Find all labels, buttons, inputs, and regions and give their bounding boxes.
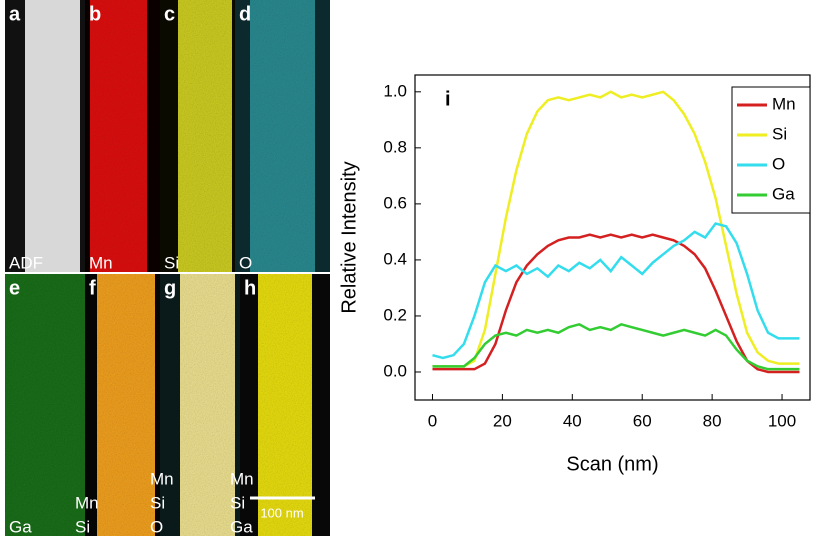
scale-bar-label: 100 nm [260,505,303,520]
legend-label: O [772,154,785,173]
y-axis-label: Relative Intensity [338,161,360,313]
y-tick-label: 0.4 [383,249,407,268]
legend-label: Mn [772,94,796,113]
panel-letter: d [239,3,251,25]
series-line [432,233,800,374]
panel-element-label: Ga [230,517,253,536]
panel-element-label: Mn [230,469,254,488]
y-tick-label: 0.8 [383,137,407,156]
series-line [432,323,800,371]
panel-element-label: Si [75,517,90,536]
panel-letter: g [164,277,176,299]
panel-element-label: Mn [75,493,99,512]
x-tick-label: 20 [493,411,512,430]
panel-letter: e [9,277,20,299]
map-signal [250,0,315,272]
panel-element-label: Ga [9,517,32,536]
map-signal [178,0,232,272]
y-tick-label: 0.0 [383,361,407,380]
y-tick-label: 0.6 [383,193,407,212]
series-line [432,222,800,360]
x-tick-label: 40 [563,411,582,430]
panel-letter: i [445,88,451,110]
x-tick-label: 0 [428,411,437,430]
panel-letter: a [9,3,21,25]
x-tick-label: 80 [703,411,722,430]
map-signal [90,0,147,272]
panel-element-label: Si [150,493,165,512]
map-signal [258,274,312,536]
panel-element-label: O [239,253,252,272]
series-line [432,90,800,368]
panel-letter: b [89,3,101,25]
panel-element-label: Mn [150,469,174,488]
map-signal [5,274,85,536]
map-signal [97,274,155,536]
legend-label: Si [772,124,787,143]
plot-frame [414,74,811,401]
map-signal [180,274,235,536]
y-tick-label: 1.0 [383,81,407,100]
legend-box [731,86,811,214]
x-axis-label: Scan (nm) [566,453,658,475]
y-tick-label: 0.2 [383,305,407,324]
panel-element-label: ADF [9,253,43,272]
panel-element-label: Si [230,493,245,512]
panel-element-label: Si [164,253,179,272]
panel-element-label: Mn [89,253,113,272]
legend-label: Ga [772,184,795,203]
x-tick-label: 60 [633,411,652,430]
x-tick-label: 100 [768,411,796,430]
panel-element-label: O [150,517,163,536]
map-signal [25,0,80,272]
panel-letter: h [244,277,256,299]
panel-letter: c [164,3,175,25]
panel-letter: f [89,277,96,299]
